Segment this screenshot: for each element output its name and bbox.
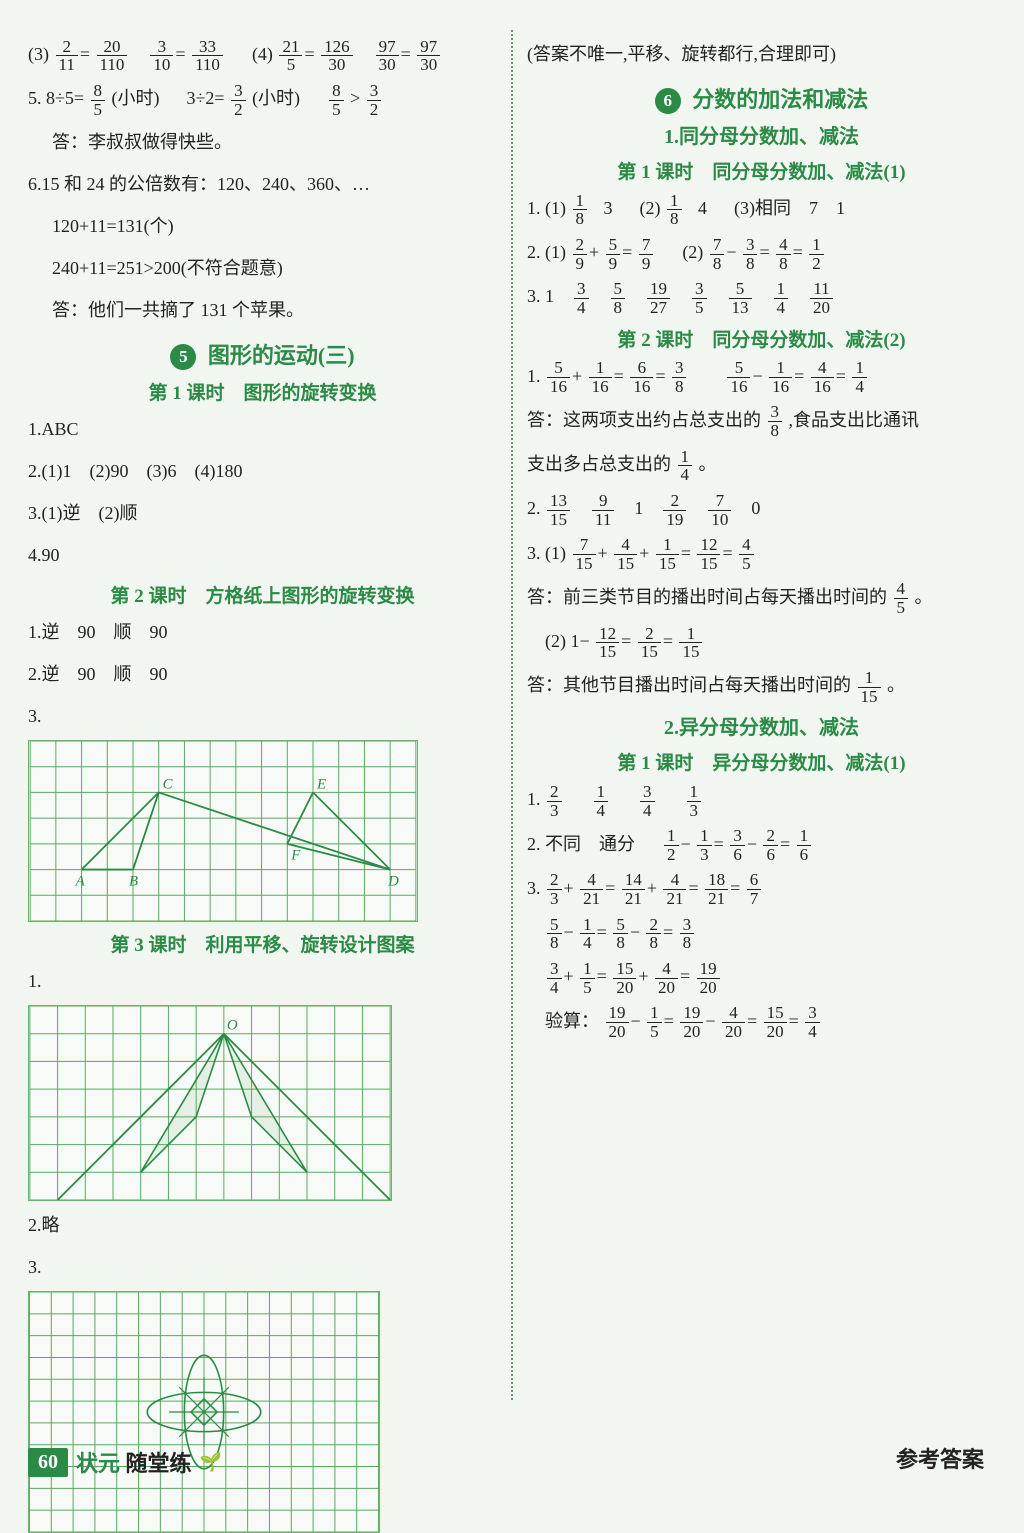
- s5-3: 3.(1)逆 (2)顺: [28, 495, 497, 531]
- svg-text:E: E: [316, 777, 326, 793]
- grid-figure-1: A B C D E F: [28, 740, 418, 922]
- s5-l3-3: 3.: [28, 1249, 497, 1285]
- s5-lesson2: 第 2 课时 方格纸上图形的旋转变换: [28, 581, 497, 608]
- s5-1: 1.ABC: [28, 411, 497, 447]
- sub1-lesson1: 第 1 课时 同分母分数加、减法(1): [527, 157, 996, 184]
- r1-3: 3. 13458192735513141120: [527, 278, 996, 316]
- frac: 211: [56, 38, 78, 75]
- r2-3-ans2: 答：其他节目播出时间占每天播出时间的 115 。: [527, 667, 996, 705]
- sub2-title: 2.异分母分数加、减法: [527, 711, 996, 740]
- s2-2: 2. 不同 通分 12− 13= 36− 26= 16: [527, 826, 996, 864]
- footer: 60 状元 随堂练 🌱: [28, 1446, 222, 1478]
- badge-5: 5: [170, 344, 196, 370]
- right-column: (答案不唯一,平移、旋转都行,合理即可) 6 分数的加法和减法 1.同分母分数加…: [527, 30, 996, 1400]
- r2-1: 1. 516+ 116= 616= 38 516− 116= 416= 14: [527, 358, 996, 396]
- r2-3-e1: 3. (1) 715+ 415+ 115= 1215= 45: [527, 535, 996, 573]
- s2-check: 验算： 1920− 15= 1920− 420= 1520= 34: [527, 1003, 996, 1041]
- l5-answer: 答：李叔叔做得快些。: [28, 124, 497, 160]
- badge-6: 6: [655, 88, 681, 114]
- section-6-title: 分数的加法和减法: [692, 87, 868, 112]
- svg-text:D: D: [387, 874, 399, 890]
- l6c: 240+11=251>200(不符合题意): [28, 250, 497, 286]
- s5-lesson3: 第 3 课时 利用平移、旋转设计图案: [28, 930, 497, 957]
- r2-3-ans1: 答：前三类节目的播出时间占每天播出时间的 45 。: [527, 579, 996, 617]
- section-5-head: 5 图形的运动(三): [28, 338, 497, 370]
- s5-l2-2: 2.逆 90 顺 90: [28, 656, 497, 692]
- r1-1: 1. (1) 18 3 (2) 18 4 (3)相同 7 1: [527, 190, 996, 228]
- s5-l2-3: 3.: [28, 698, 497, 734]
- s2-5: 34+ 15= 1520+ 420= 1920: [527, 958, 996, 996]
- left-column: (3) 211= 20110 310= 33110 (4) 215= 12630…: [28, 30, 497, 1400]
- l6a: 6.15 和 24 的公倍数有：120、240、360、…: [28, 166, 497, 202]
- r1-2: 2. (1) 29+ 59= 79 (2) 78− 38= 48= 12: [527, 234, 996, 272]
- s5-lesson1: 第 1 课时 图形的旋转变换: [28, 378, 497, 405]
- q3-line: (3) 211= 20110 310= 33110 (4) 215= 12630…: [28, 36, 497, 74]
- grid-figure-2: O: [28, 1005, 392, 1201]
- right-note: (答案不唯一,平移、旋转都行,合理即可): [527, 36, 996, 72]
- q4-prefix: (4): [252, 44, 273, 64]
- s5-4: 4.90: [28, 537, 497, 573]
- s2-3: 3. 23+ 421= 1421+ 421= 1821= 67: [527, 870, 996, 908]
- s5-l3-1: 1.: [28, 963, 497, 999]
- s5-l3-2: 2.略: [28, 1207, 497, 1243]
- section-5-title: 图形的运动(三): [208, 343, 355, 368]
- sub1-lesson2: 第 2 课时 同分母分数加、减法(2): [527, 325, 996, 352]
- l6b: 120+11=131(个): [28, 208, 497, 244]
- leaf-icon: 🌱: [200, 1452, 222, 1473]
- r2-2: 2. 131591112197100: [527, 490, 996, 528]
- brand: 状元 随堂练: [76, 1446, 192, 1478]
- s2-1: 1. 23143413: [527, 781, 996, 819]
- sub1-title: 1.同分母分数加、减法: [527, 120, 996, 149]
- svg-text:A: A: [75, 874, 86, 890]
- r2-1-ans-a: 答：这两项支出约占总支出的 38 ,食品支出比通讯: [527, 402, 996, 440]
- svg-text:O: O: [227, 1018, 238, 1034]
- sub2-lesson1: 第 1 课时 异分母分数加、减法(1): [527, 748, 996, 775]
- l6-answer: 答：他们一共摘了 131 个苹果。: [28, 292, 497, 328]
- s5-2: 2.(1)1 (2)90 (3)6 (4)180: [28, 453, 497, 489]
- answers-label: 参考答案: [896, 1442, 984, 1474]
- page-number: 60: [28, 1448, 68, 1477]
- svg-text:F: F: [290, 848, 301, 864]
- q3-prefix: (3): [28, 44, 49, 64]
- s5-l2-1: 1.逆 90 顺 90: [28, 614, 497, 650]
- svg-text:B: B: [129, 874, 138, 890]
- r2-3-e2: (2) 1− 1215= 215= 115: [527, 623, 996, 661]
- l5-line: 5. 8÷5= 85 (小时) 3÷2= 32 (小时) 85 > 32: [28, 80, 497, 118]
- s2-4: 58− 14= 58− 28= 38: [527, 914, 996, 952]
- r2-1-ans-b: 支出多占总支出的 14 。: [527, 446, 996, 484]
- l5-label: 5.: [28, 88, 42, 108]
- column-divider: [511, 30, 513, 1400]
- svg-text:C: C: [163, 777, 174, 793]
- grid-figure-3: [28, 1291, 380, 1533]
- section-6-head: 6 分数的加法和减法: [527, 82, 996, 114]
